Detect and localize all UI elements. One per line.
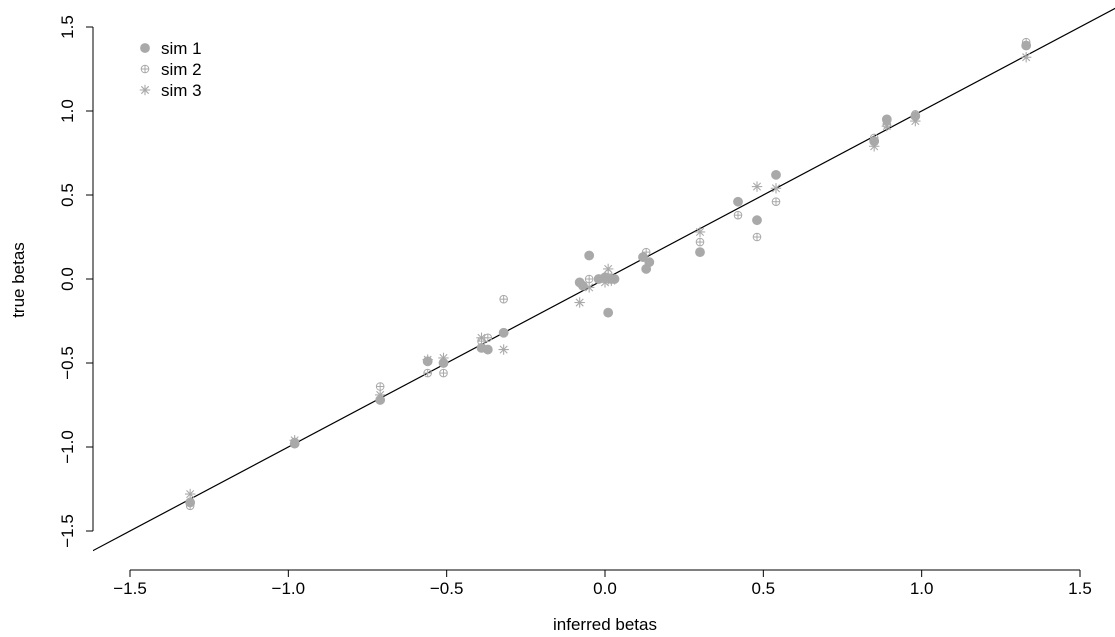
series-2 <box>185 37 1031 511</box>
data-point <box>1020 52 1032 63</box>
data-point <box>577 280 588 291</box>
x-axis-label: inferred betas <box>553 615 657 634</box>
legend-item: sim 2 <box>140 60 202 79</box>
data-point <box>770 183 782 194</box>
data-point <box>375 382 385 391</box>
data-point <box>910 115 921 127</box>
legend-marker <box>139 84 151 96</box>
legend-label: sim 3 <box>161 81 202 100</box>
data-point <box>289 435 300 446</box>
legend-label: sim 2 <box>161 60 202 79</box>
data-point <box>184 488 196 500</box>
data-point <box>641 247 651 257</box>
x-tick-label: 1.5 <box>1068 579 1092 598</box>
data-point <box>476 332 487 343</box>
data-point <box>771 197 781 207</box>
data-point <box>584 250 595 261</box>
legend: sim 1 sim 2 sim 3 <box>139 39 202 100</box>
data-point <box>752 232 762 242</box>
data-point <box>423 368 432 378</box>
data-point <box>733 196 743 207</box>
legend-item: sim 1 <box>140 39 202 58</box>
data-point <box>733 210 743 220</box>
data-point <box>694 226 706 238</box>
data-point <box>869 133 879 143</box>
y-tick-label: −1.0 <box>58 430 77 464</box>
x-tick-label: 1.0 <box>910 579 934 598</box>
data-point <box>602 263 614 275</box>
data-point <box>583 282 595 293</box>
data-point <box>482 344 493 355</box>
x-tick-label: −1.5 <box>113 579 147 598</box>
x-axis: −1.5 −1.0 −0.5 0.0 0.5 1.0 1.5 <box>113 569 1092 598</box>
data-point <box>752 215 762 226</box>
y-tick-label: −1.5 <box>58 514 77 548</box>
data-point <box>771 169 781 180</box>
data-point <box>644 257 655 268</box>
legend-label: sim 1 <box>161 39 202 58</box>
data-point <box>868 141 880 152</box>
legend-marker <box>140 43 150 53</box>
y-tick-label: 0.0 <box>58 267 77 291</box>
data-points-layer <box>184 37 1032 511</box>
x-tick-label: −1.0 <box>272 579 306 598</box>
data-point <box>185 501 195 511</box>
x-tick-label: 0.0 <box>593 579 617 598</box>
data-point <box>1021 37 1031 47</box>
series-3 <box>184 52 1032 500</box>
legend-item: sim 3 <box>139 81 202 100</box>
data-point <box>439 368 448 378</box>
data-point <box>606 275 617 286</box>
legend-marker <box>140 64 150 74</box>
data-point <box>584 274 594 284</box>
data-point <box>374 389 386 401</box>
y-tick-label: 0.5 <box>58 183 77 207</box>
data-point <box>695 237 705 247</box>
data-point <box>422 354 433 365</box>
y-tick-label: −0.5 <box>58 346 77 380</box>
data-point <box>881 120 893 132</box>
data-point <box>599 277 611 288</box>
x-tick-label: −0.5 <box>430 579 464 598</box>
data-point <box>751 181 763 192</box>
data-point <box>695 247 705 258</box>
y-tick-label: 1.5 <box>58 15 77 39</box>
x-tick-label: 0.5 <box>752 579 776 598</box>
y-axis: −1.5 −1.0 −0.5 0.0 0.5 1.0 1.5 <box>58 15 94 548</box>
y-axis-label: true betas <box>9 242 28 318</box>
y-tick-label: 1.0 <box>58 99 77 123</box>
data-point <box>499 294 508 304</box>
data-point <box>574 297 585 308</box>
data-point <box>438 352 449 364</box>
data-point <box>498 327 509 338</box>
data-point <box>603 307 614 318</box>
data-point <box>498 344 509 355</box>
